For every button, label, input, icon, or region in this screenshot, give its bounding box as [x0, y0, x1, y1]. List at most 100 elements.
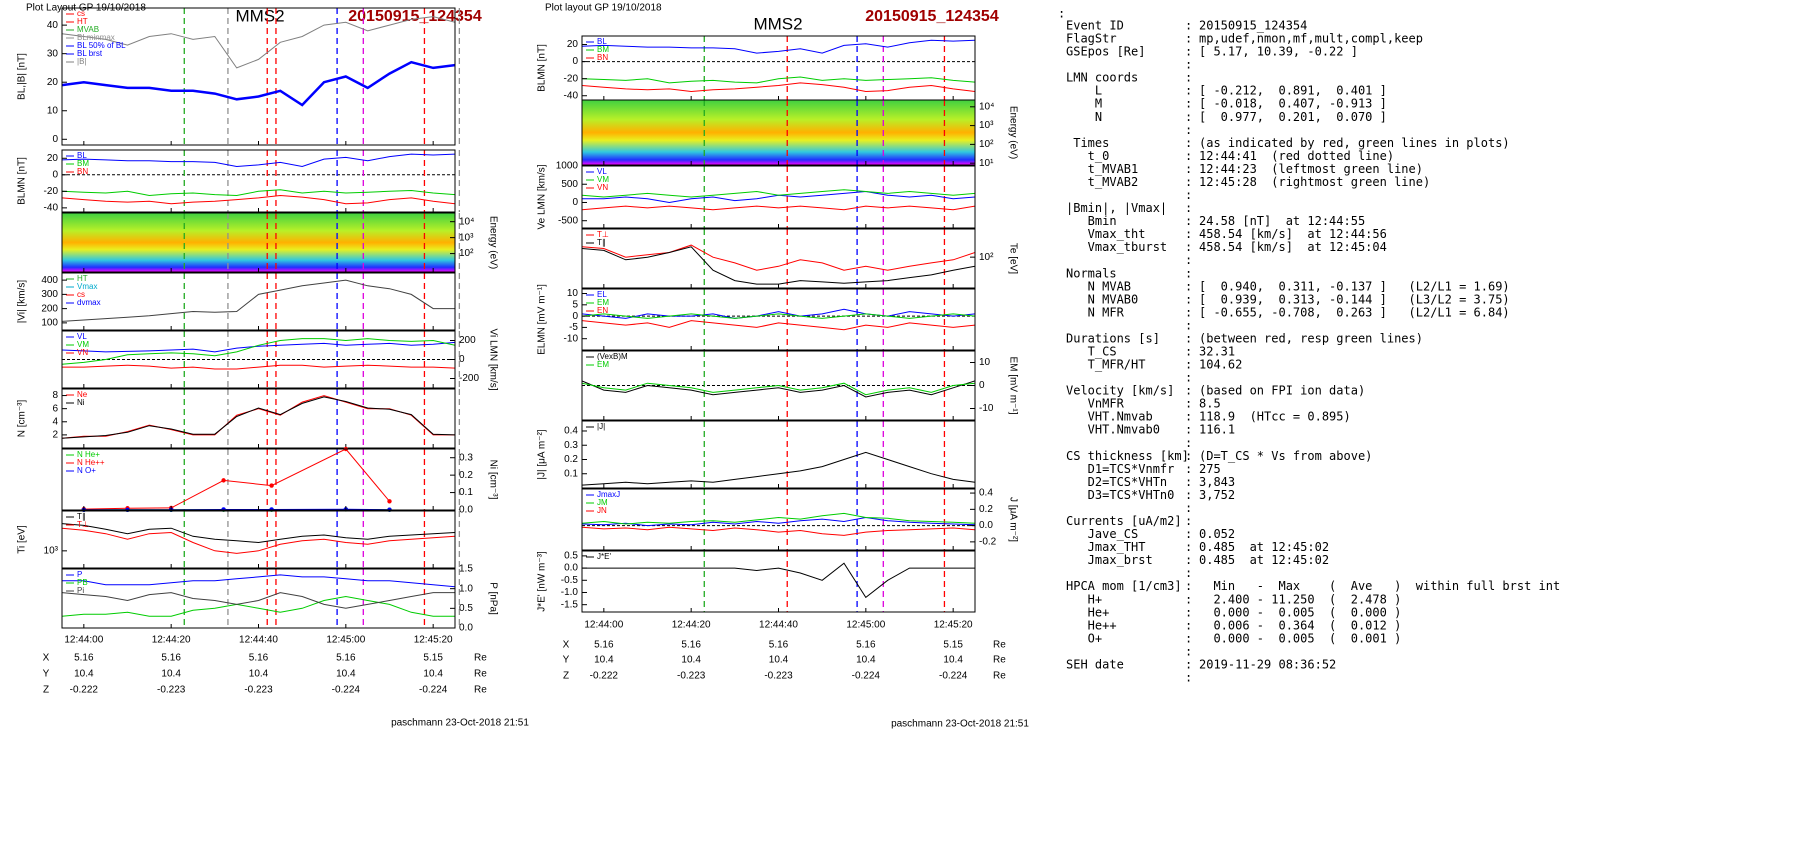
y-tick-label: -10 [979, 403, 994, 414]
y-tick-label: -0.5 [561, 575, 579, 586]
y-tick-label: 0.0 [459, 505, 473, 516]
trace [62, 396, 455, 439]
y-tick-label: 0 [979, 380, 985, 391]
listing-value: (between red, resp green lines) [1199, 331, 1423, 345]
listing-key: D1=TCS*Vnmfr [1066, 462, 1174, 476]
legend-label: P [77, 570, 82, 579]
y-tick-label: 6 [52, 403, 58, 414]
listing-sep: : [1185, 671, 1192, 685]
listing-value: [ 5.17, 10.39, -0.22 ] [1199, 45, 1358, 59]
y-axis-label: Energy (eV) [1007, 106, 1018, 159]
legend-label: N He+ [77, 450, 100, 459]
x-tick-label: 12:44:20 [672, 620, 711, 631]
y-tick-label: 10³ [459, 232, 474, 243]
legend-label: Ne [77, 390, 88, 399]
trace [62, 364, 455, 370]
listing-key: VHT.Nmvab [1066, 410, 1153, 424]
coord-name: Z [563, 671, 569, 682]
coord-name: X [43, 653, 50, 664]
listing-key: Durations [s] [1066, 331, 1160, 345]
trace [582, 382, 975, 396]
listing-key: Bmin [1066, 214, 1117, 228]
plot-header: MMS2 [753, 14, 802, 33]
listing-value: 32.31 [1199, 345, 1235, 359]
trace [582, 516, 975, 527]
legend-label: T∥ [597, 238, 606, 247]
listing-sep: : [1185, 657, 1192, 671]
y-tick-label: -40 [44, 203, 59, 214]
listing-value: [ 0.977, 0.201, 0.070 ] [1199, 110, 1387, 124]
listing-value: 24.58 [nT] at 12:44:55 [1199, 214, 1365, 228]
y-tick-label: 20 [47, 77, 59, 88]
panel-frame [581, 550, 976, 613]
listing-value: (based on FPI ion data) [1199, 384, 1365, 398]
legend-label: dvmax [77, 298, 101, 307]
listing-value: [ -0.018, 0.407, -0.913 ] [1199, 97, 1387, 111]
listing-key: t_MVAB1 [1066, 162, 1138, 176]
listing-sep: : [1185, 123, 1192, 137]
listing-sep: : [1185, 579, 1192, 593]
y-tick-label: 0 [52, 134, 58, 145]
coord-value: 10.4 [594, 655, 614, 666]
listing-sep: : [1185, 553, 1192, 567]
legend-label: MVAB [77, 25, 99, 34]
y-tick-label: 0.3 [564, 440, 578, 451]
legend-label: BN [77, 167, 88, 176]
y-tick-label: 20 [47, 153, 59, 164]
listing-key: CS thickness [km] [1066, 449, 1189, 463]
listing-key: Jave_CS [1066, 527, 1138, 541]
y-axis-label: |Vi| [km/s] [17, 280, 28, 324]
listing-value: [ -0.212, 0.891, 0.401 ] [1199, 84, 1387, 98]
panel-frame [61, 7, 456, 146]
listing-key: He++ [1066, 618, 1117, 632]
legend-label: |B| [77, 57, 87, 66]
y-tick-label: 1.5 [459, 564, 473, 575]
listing-sep: : [1185, 618, 1192, 632]
coord-name: Z [43, 685, 49, 696]
y-axis-label: |J| [μA m⁻²] [537, 429, 548, 479]
y-tick-label: 10 [979, 357, 991, 368]
legend-label: J*E' [597, 552, 611, 561]
listing-sep: : [1185, 201, 1192, 215]
y-tick-label: 10³ [979, 120, 994, 131]
listing-sep: : [1185, 240, 1192, 254]
y-tick-label: 0.0 [459, 623, 473, 634]
listing-value: 0.485 at 12:45:02 [1199, 553, 1329, 567]
y-axis-label: Ti [eV] [17, 525, 28, 554]
listing-value: Min - Max ( Ave ) within full brst int [1199, 579, 1560, 593]
listing-value: 118.9 (HTcc = 0.895) [1199, 410, 1351, 424]
legend-label: BL [597, 37, 607, 46]
legend-label: N He++ [77, 458, 105, 467]
trace [582, 526, 975, 536]
y-tick-label: 0.5 [564, 551, 578, 562]
plot-header: MMS2 [235, 6, 284, 25]
x-tick-label: 12:45:20 [934, 620, 973, 631]
y-tick-label: 30 [47, 48, 59, 59]
trace [62, 60, 455, 107]
listing-value: 116.1 [1199, 423, 1235, 437]
y-tick-label: 10³ [44, 545, 59, 556]
coord-value: 10.4 [681, 655, 701, 666]
listing-sep: : [1185, 71, 1192, 85]
listing-key: Event ID [1066, 19, 1124, 33]
coord-value: -0.222 [590, 671, 619, 682]
y-tick-label: -20 [44, 186, 59, 197]
y-axis-label: Vi LMN [km/s] [487, 328, 498, 390]
y-tick-label: 0 [52, 169, 58, 180]
y-tick-label: 200 [41, 303, 58, 314]
listing-key: N MVAB [1066, 279, 1131, 293]
y-tick-label: 2 [52, 430, 58, 441]
listing-key: GSEpos [Re] [1066, 45, 1145, 59]
listing-sep: : [1185, 266, 1192, 280]
x-tick-label: 12:45:20 [414, 635, 453, 646]
legend-label: Ni [77, 398, 85, 407]
listing-sep: : [1185, 423, 1192, 437]
listing-sep: : [1185, 162, 1192, 176]
listing-value: [ 0.939, 0.313, -0.144 ] (L3/L2 = 3.75) [1199, 292, 1510, 306]
y-tick-label: -200 [459, 373, 479, 384]
panel-frame [581, 288, 976, 351]
listing-value: 3,843 [1199, 475, 1235, 489]
trace [62, 338, 455, 365]
x-tick-label: 12:45:00 [846, 620, 885, 631]
listing-sep: : [1185, 175, 1192, 189]
